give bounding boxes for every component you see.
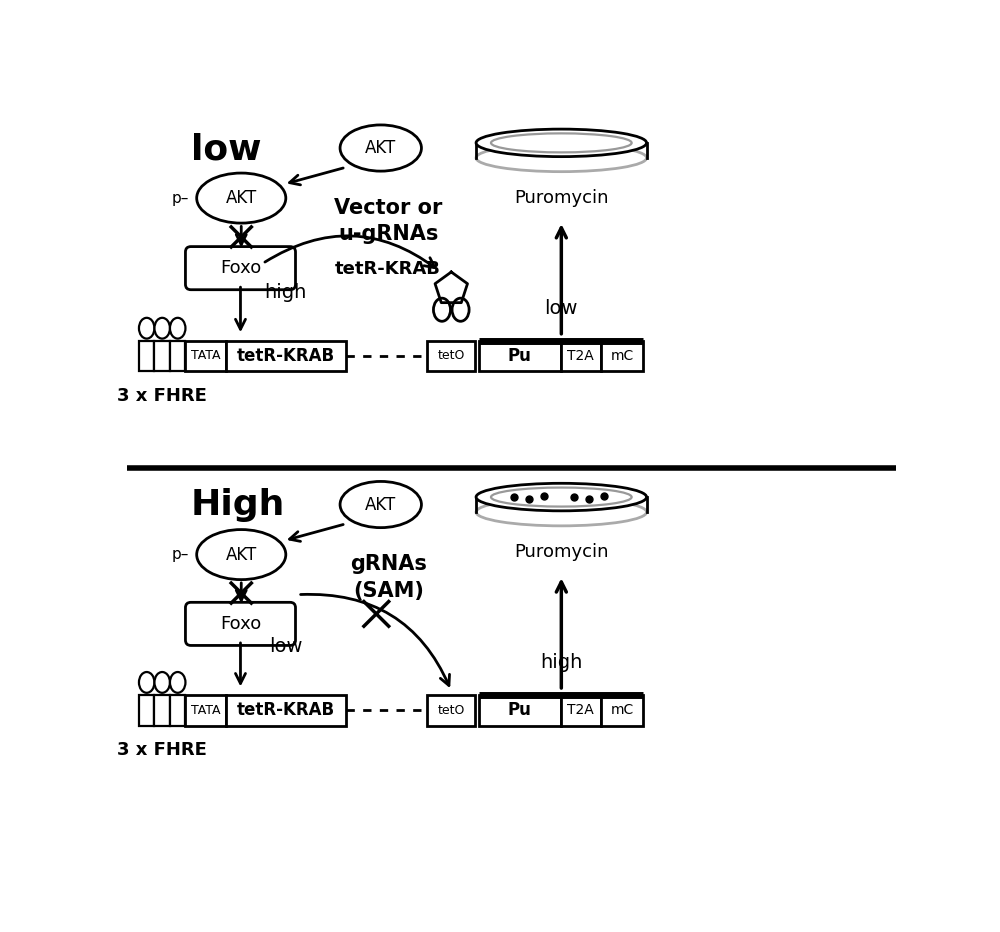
Ellipse shape [170, 318, 185, 338]
FancyBboxPatch shape [185, 602, 296, 646]
Text: High: High [191, 488, 285, 522]
Ellipse shape [476, 499, 647, 526]
FancyBboxPatch shape [185, 247, 296, 290]
Text: AKT: AKT [226, 545, 257, 564]
Text: Pu: Pu [508, 701, 532, 720]
Text: AKT: AKT [226, 189, 257, 207]
Polygon shape [435, 272, 467, 303]
Text: p–: p– [171, 547, 189, 562]
FancyArrowPatch shape [301, 595, 450, 685]
Bar [139, 340, 154, 371]
Bar [479, 694, 561, 725]
Bar [139, 694, 154, 725]
Ellipse shape [452, 298, 469, 322]
Text: Vector or
u-gRNAs: Vector or u-gRNAs [334, 198, 443, 244]
Ellipse shape [476, 144, 647, 171]
Text: mC: mC [611, 349, 634, 363]
Text: gRNAs
(SAM): gRNAs (SAM) [350, 555, 427, 601]
Ellipse shape [476, 484, 647, 511]
Bar [154, 694, 170, 725]
Bar [226, 340, 346, 371]
Ellipse shape [154, 318, 170, 338]
Text: tetO: tetO [438, 704, 465, 717]
FancyArrowPatch shape [265, 236, 435, 267]
Bar [561, 340, 601, 371]
Bar [154, 340, 170, 371]
Text: T2A: T2A [567, 349, 594, 363]
Bar [170, 340, 185, 371]
Ellipse shape [197, 173, 286, 223]
Ellipse shape [340, 482, 421, 528]
Bar [427, 694, 475, 725]
Bar [601, 340, 643, 371]
Text: TATA: TATA [191, 350, 220, 363]
Text: high: high [265, 283, 307, 302]
Text: Foxo: Foxo [220, 259, 261, 277]
Text: low: low [191, 132, 261, 167]
Text: tetO: tetO [438, 350, 465, 363]
Text: mC: mC [611, 703, 634, 717]
Ellipse shape [170, 672, 185, 692]
Bar [427, 340, 475, 371]
Ellipse shape [139, 672, 154, 692]
Text: low: low [545, 298, 578, 318]
Bar [561, 694, 601, 725]
Text: low: low [269, 637, 303, 656]
Text: 3 x FHRE: 3 x FHRE [117, 387, 207, 405]
Bar [170, 694, 185, 725]
Ellipse shape [139, 318, 154, 338]
Text: Puromycin: Puromycin [514, 543, 609, 561]
Bar [601, 694, 643, 725]
Bar [185, 340, 226, 371]
Text: Pu: Pu [508, 347, 532, 365]
Text: 3 x FHRE: 3 x FHRE [117, 741, 207, 760]
Text: tetR-KRAB: tetR-KRAB [335, 260, 441, 278]
Text: AKT: AKT [365, 139, 396, 157]
Ellipse shape [340, 125, 421, 171]
Ellipse shape [476, 130, 647, 157]
Text: tetR-KRAB: tetR-KRAB [237, 701, 335, 720]
Bar [479, 340, 561, 371]
Ellipse shape [491, 487, 632, 507]
Ellipse shape [154, 672, 170, 692]
Bar [185, 694, 226, 725]
Text: tetR-KRAB: tetR-KRAB [237, 347, 335, 365]
Text: Puromycin: Puromycin [514, 189, 609, 207]
Bar [226, 694, 346, 725]
Text: p–: p– [171, 190, 189, 206]
Text: high: high [540, 653, 583, 672]
Ellipse shape [491, 133, 632, 152]
Ellipse shape [433, 298, 450, 322]
Text: AKT: AKT [365, 496, 396, 514]
Text: Foxo: Foxo [220, 615, 261, 633]
Text: TATA: TATA [191, 704, 220, 717]
Ellipse shape [197, 529, 286, 580]
Text: T2A: T2A [567, 703, 594, 717]
